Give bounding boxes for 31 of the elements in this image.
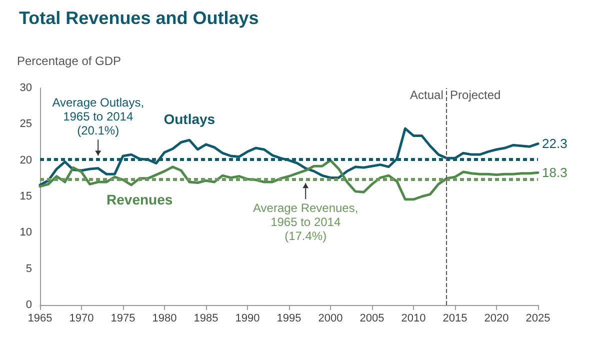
x-tick-label: 1975: [110, 312, 136, 324]
x-tick-label: 1970: [69, 312, 94, 324]
chart-title: Total Revenues and Outlays: [19, 8, 259, 28]
line-series: [38, 127, 540, 186]
y-axis-title: Percentage of GDP: [17, 54, 122, 68]
series-label: Outlays: [164, 111, 216, 128]
x-tick-label: 1995: [276, 312, 302, 324]
annotation: Projected: [450, 88, 501, 102]
x-tick-label: 2005: [360, 312, 384, 324]
data-label: 22.3: [542, 136, 568, 152]
x-tick-label: 2025: [526, 312, 550, 324]
y-tick-label: 15: [20, 190, 32, 202]
x-tick-label: 1980: [152, 312, 177, 324]
y-tick-label: 5: [26, 262, 32, 275]
y-tick-label: 10: [20, 226, 32, 239]
data-label: 18.3: [542, 165, 568, 180]
annotation: Average Revenues, 1965 to 2014 (17.4%): [253, 201, 358, 244]
annotation: Average Outlays, 1965 to 2014 (20.1%): [52, 96, 144, 138]
x-tick-label: 2015: [442, 312, 468, 324]
x-tick-label: 2020: [484, 312, 509, 324]
series-label: Revenues: [106, 191, 173, 208]
y-tick-label: 20: [20, 154, 32, 166]
x-tick-label: 1985: [194, 312, 218, 324]
y-tick-label: 0: [26, 299, 32, 311]
x-tick-label: 2000: [318, 312, 343, 324]
x-tick-label: 1965: [28, 312, 52, 324]
y-tick-label: 25: [20, 118, 32, 130]
annotation: Actual: [410, 88, 444, 102]
x-tick-label: 1990: [235, 312, 260, 324]
y-tick-label: 30: [20, 82, 32, 94]
x-tick-label: 2010: [401, 312, 426, 324]
